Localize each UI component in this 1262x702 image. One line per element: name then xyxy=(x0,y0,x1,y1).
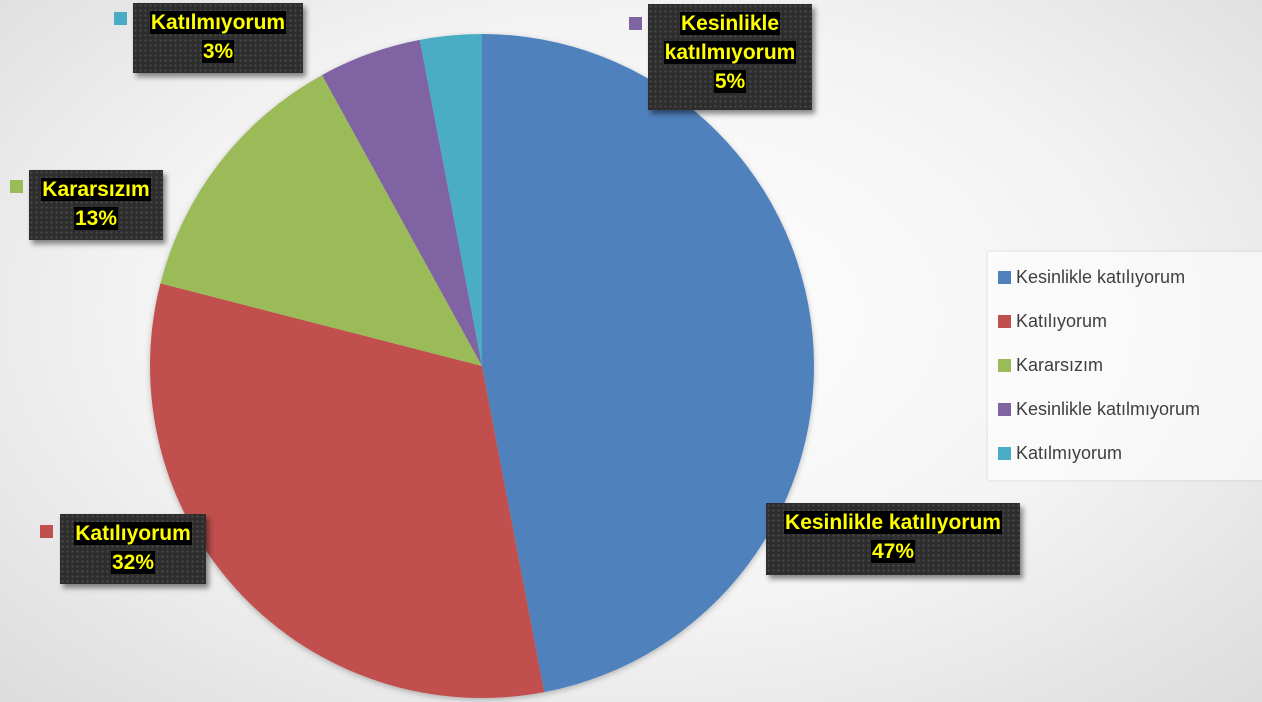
label-marker-kararsizim xyxy=(10,180,23,193)
legend-swatch-katilmiyorum xyxy=(998,446,1011,460)
pie-slice-3 xyxy=(322,39,482,366)
label-marker-kesinlikle-katilmiyorum xyxy=(629,17,642,30)
legend-swatch-katiliyorum xyxy=(998,314,1011,328)
legend-item-kesinlikle-katilmiyorum: Kesinlikle katılmıyorum xyxy=(998,397,1200,421)
legend-swatch-kesinlikle-katiliyorum xyxy=(998,270,1011,284)
data-label-kesinlikle-katilmiyorum-percent: 5% xyxy=(713,70,747,93)
legend-item-kesinlikle-katiliyorum: Kesinlikle katılıyorum xyxy=(998,265,1185,289)
pie-slices xyxy=(149,34,815,699)
data-label-katilmiyorum: Katılmıyorum 3% xyxy=(133,3,303,73)
chart-legend: Kesinlikle katılıyorum Katılıyorum Karar… xyxy=(988,252,1262,480)
data-label-kararsizim-name: Kararsızım xyxy=(41,178,151,201)
pie-slice-1 xyxy=(149,283,545,699)
pie-slice-0 xyxy=(482,34,815,693)
data-label-katiliyorum: Katılıyorum 32% xyxy=(60,514,206,584)
pie-slice-4 xyxy=(419,34,482,366)
legend-label-kararsizim: Kararsızım xyxy=(1016,354,1104,375)
data-label-katiliyorum-name: Katılıyorum xyxy=(74,522,192,545)
legend-label-katilmiyorum: Katılmıyorum xyxy=(1016,442,1123,463)
pie-slice-2 xyxy=(160,75,482,366)
data-label-kesinlikle-katilmiyorum: Kesinlikle katılmıyorum 5% xyxy=(648,4,812,110)
legend-label-kesinlikle-katilmiyorum: Kesinlikle katılmıyorum xyxy=(1016,398,1201,419)
data-label-katiliyorum-percent: 32% xyxy=(110,551,156,574)
data-label-kararsizim-percent: 13% xyxy=(73,207,119,230)
legend-item-katilmiyorum: Katılmıyorum xyxy=(998,441,1122,465)
label-marker-katilmiyorum xyxy=(114,12,127,25)
legend-label-kesinlikle-katiliyorum: Kesinlikle katılıyorum xyxy=(1016,266,1186,287)
legend-item-katiliyorum: Katılıyorum xyxy=(998,309,1107,333)
data-label-kesinlikle-katiliyorum-percent: 47% xyxy=(870,540,916,563)
data-label-kararsizim: Kararsızım 13% xyxy=(29,170,163,240)
data-label-kesinlikle-katilmiyorum-name-line2: katılmıyorum xyxy=(663,41,797,64)
legend-item-kararsizim: Kararsızım xyxy=(998,353,1103,377)
data-label-katilmiyorum-percent: 3% xyxy=(201,40,235,63)
data-label-kesinlikle-katiliyorum-name: Kesinlikle katılıyorum xyxy=(784,511,1002,534)
legend-swatch-kararsizim xyxy=(998,358,1011,372)
legend-label-katiliyorum: Katılıyorum xyxy=(1016,310,1108,331)
legend-swatch-kesinlikle-katilmiyorum xyxy=(998,402,1011,416)
data-label-kesinlikle-katilmiyorum-name-line1: Kesinlikle xyxy=(679,12,781,35)
label-marker-katiliyorum xyxy=(40,525,53,538)
data-label-kesinlikle-katiliyorum: Kesinlikle katılıyorum 47% xyxy=(766,503,1020,575)
data-label-katilmiyorum-name: Katılmıyorum xyxy=(149,11,287,34)
